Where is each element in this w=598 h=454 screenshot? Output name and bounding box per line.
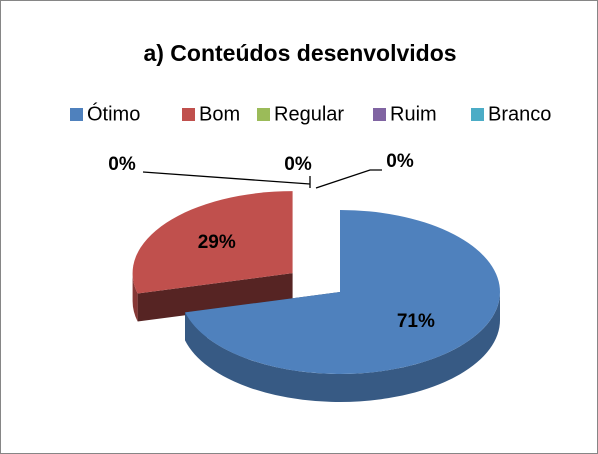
legend-swatch — [70, 108, 83, 121]
chart-title: a) Conteúdos desenvolvidos — [143, 40, 456, 66]
slice-side — [185, 292, 501, 403]
leader-lines — [142, 169, 382, 189]
leader-line — [142, 171, 311, 185]
leader-line — [315, 169, 382, 189]
legend-label: Ruim — [390, 103, 437, 125]
legend-label: Bom — [199, 103, 240, 125]
data-label: 0% — [284, 154, 312, 175]
data-label: 71% — [397, 311, 435, 332]
slice-face — [137, 273, 293, 322]
legend-swatch — [471, 108, 484, 121]
legend-swatch — [257, 108, 270, 121]
legend-swatch — [373, 108, 386, 121]
legend-swatch — [182, 108, 195, 121]
data-label: 0% — [108, 154, 136, 175]
slice — [185, 210, 501, 374]
legend-label: Branco — [488, 103, 551, 125]
legend-label: Regular — [274, 103, 344, 125]
data-label: 29% — [198, 232, 236, 253]
data-label: 0% — [386, 151, 414, 172]
legend-label: Ótimo — [87, 102, 140, 125]
slice — [132, 191, 293, 294]
slice-side — [132, 273, 138, 322]
